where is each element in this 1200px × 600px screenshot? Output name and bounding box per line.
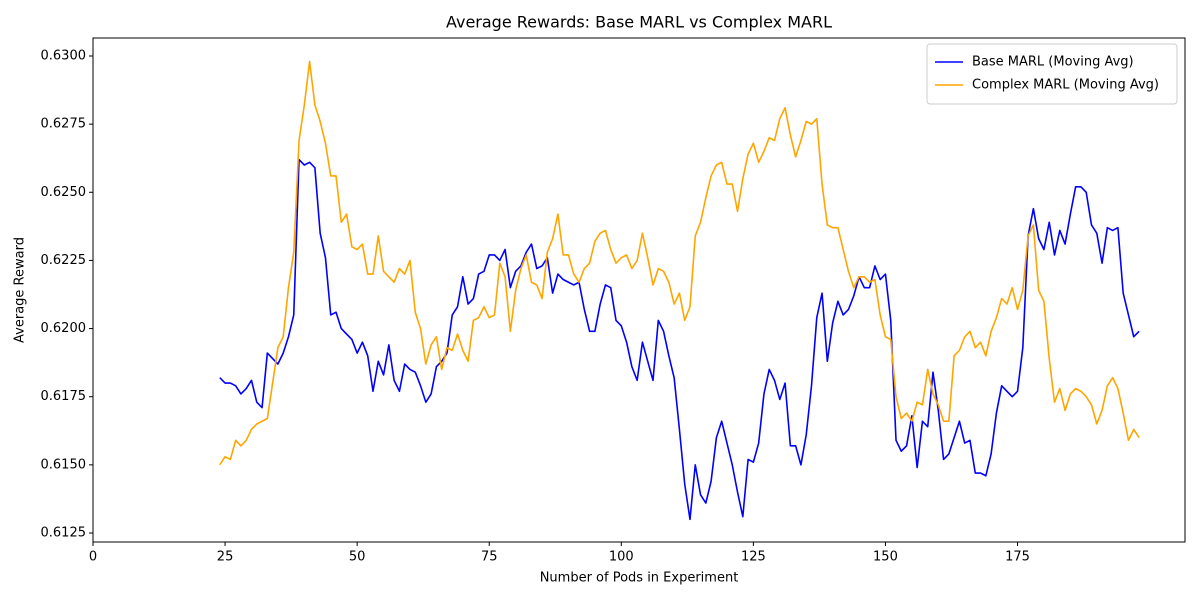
y-tick-label: 0.6275 [41, 117, 87, 132]
y-tick-label: 0.6175 [41, 389, 87, 404]
x-tick-label: 0 [89, 550, 97, 565]
chart-title: Average Rewards: Base MARL vs Complex MA… [446, 13, 832, 32]
x-tick-label: 25 [217, 550, 234, 565]
y-tick-label: 0.6150 [41, 457, 87, 472]
legend-box [926, 43, 1178, 105]
y-tick-label: 0.6125 [41, 526, 87, 541]
x-tick-label: 75 [481, 550, 498, 565]
legend-label: Base MARL (Moving Avg) [972, 55, 1134, 70]
x-tick-label: 175 [1005, 550, 1030, 565]
y-axis-label: Average Reward [13, 237, 28, 343]
legend-label: Complex MARL (Moving Avg) [972, 78, 1159, 93]
x-tick-label: 50 [349, 550, 366, 565]
x-tick-label: 150 [873, 550, 898, 565]
plot-frame [92, 37, 1186, 543]
y-tick-label: 0.6200 [41, 321, 87, 336]
series-line [219, 60, 1140, 466]
x-tick-label: 125 [741, 550, 766, 565]
y-tick-label: 0.6250 [41, 185, 87, 200]
x-tick-label: 100 [609, 550, 634, 565]
legend: Base MARL (Moving Avg) Complex MARL (Movi… [926, 43, 1178, 105]
y-tick-label: 0.6225 [41, 253, 87, 268]
series-line [219, 158, 1140, 521]
x-axis-label: Number of Pods in Experiment [540, 571, 739, 586]
y-tick-label: 0.6300 [41, 48, 87, 63]
